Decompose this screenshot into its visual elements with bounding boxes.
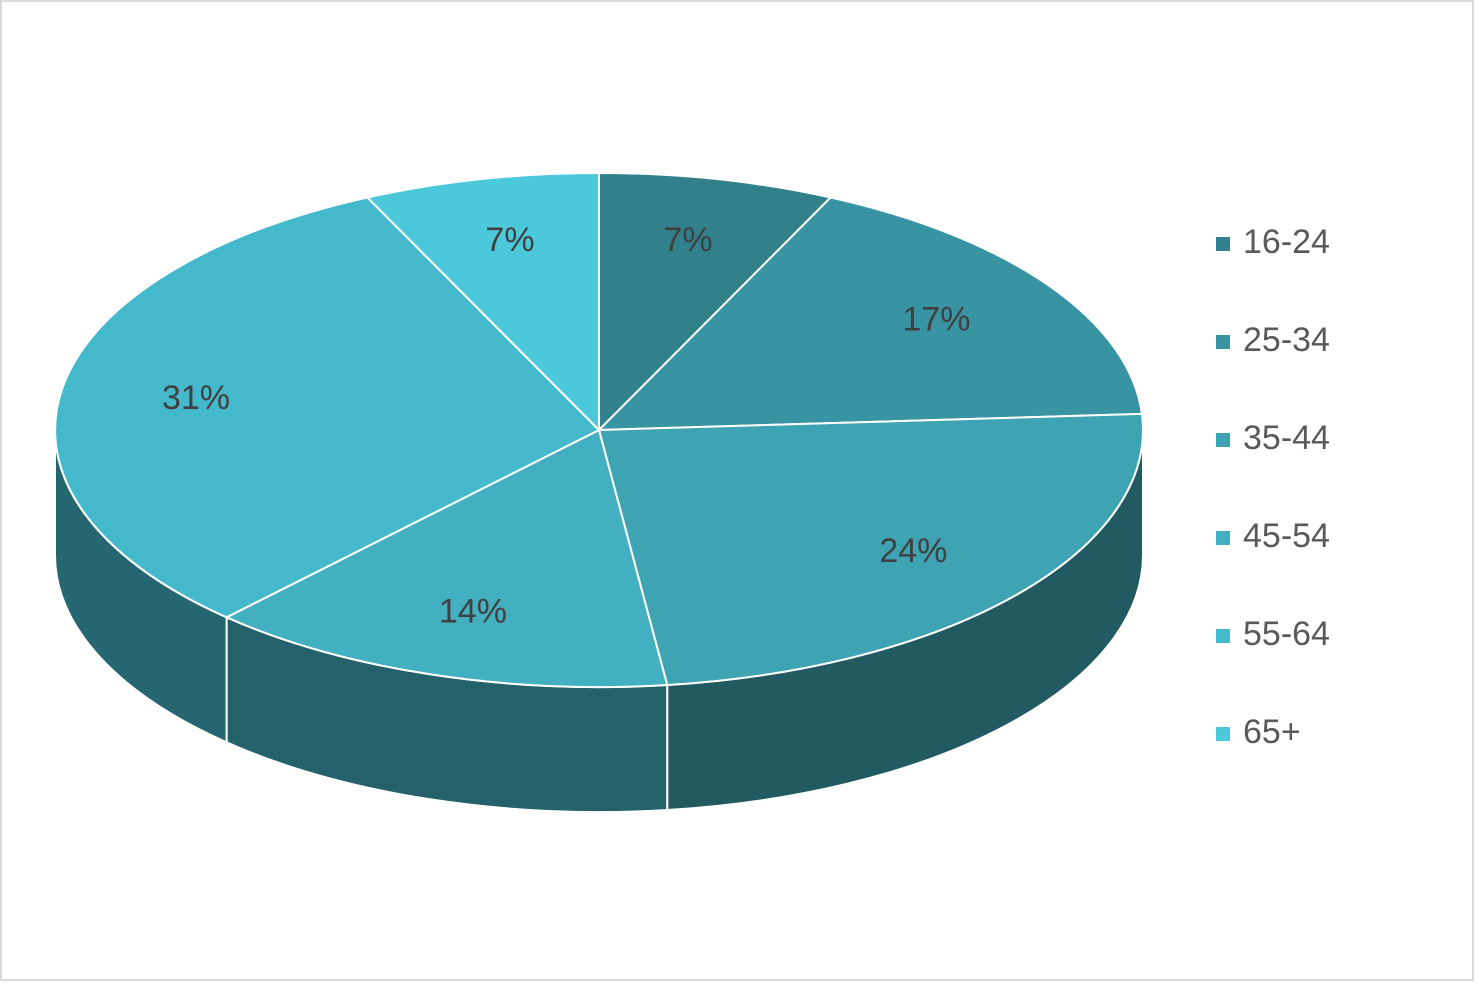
legend-label: 45-54	[1243, 517, 1330, 555]
slice	[596, 196, 1144, 432]
slice	[365, 171, 600, 433]
data-label: 24%	[879, 532, 947, 570]
legend-label: 55-64	[1243, 615, 1330, 653]
data-label: 31%	[162, 379, 230, 417]
slice	[224, 428, 669, 688]
data-label: 7%	[485, 221, 534, 259]
legend-label: 35-44	[1243, 419, 1330, 457]
legend-swatch	[1216, 237, 1230, 251]
legend-label: 65+	[1243, 713, 1301, 751]
slice	[598, 171, 833, 433]
legend-label: 25-34	[1243, 321, 1330, 359]
legend-label: 16-24	[1243, 223, 1330, 261]
legend-swatch	[1216, 335, 1230, 349]
data-label: 7%	[663, 221, 712, 259]
legend-swatch	[1216, 629, 1230, 643]
data-label: 14%	[439, 592, 507, 630]
legend-swatch	[1216, 531, 1230, 545]
slice	[597, 412, 1144, 687]
legend-swatch	[1216, 727, 1230, 741]
legend-swatch	[1216, 433, 1230, 447]
data-label: 17%	[902, 301, 970, 339]
slice	[54, 196, 601, 619]
